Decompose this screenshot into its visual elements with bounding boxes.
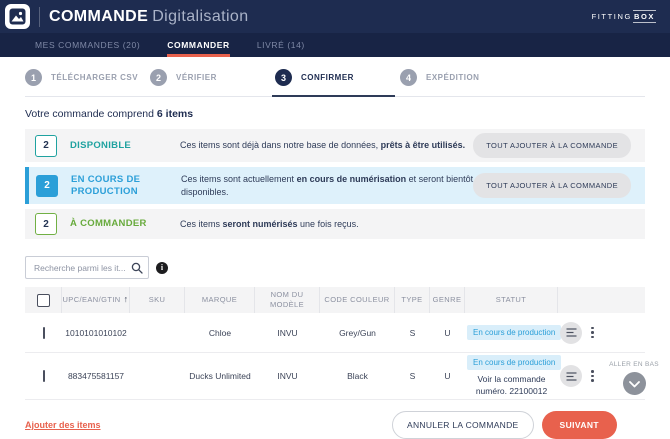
status-label: À COMMANDER [70,218,147,230]
search-input[interactable] [25,256,149,279]
checkbox-cell [25,326,62,339]
main-content: 1 TÉLÉCHARGER CSV 2 VÉRIFIER 3 CONFIRMER… [0,57,670,439]
status-label: DISPONIBLE [70,139,132,151]
status-badge: En cours de production [467,325,562,340]
order-link-text[interactable]: Voir la commande numéro. 22100012 [475,373,548,396]
count-badge: 2 [35,213,57,235]
column-header-actions [558,287,645,313]
step-number: 2 [150,69,167,86]
item-count: 6 items [156,108,194,120]
kebab-menu-icon[interactable] [589,325,596,341]
modele-cell: INVU [277,371,298,381]
step-label: TÉLÉCHARGER CSV [51,73,139,82]
select-all-checkbox[interactable] [36,293,50,307]
scroll-to-bottom-widget: ALLER EN BAS [609,361,659,395]
couleur-cell: Grey/Gun [339,327,376,338]
statut-cell: En cours de production Voir la commande … [465,354,562,398]
step-expedition[interactable]: 4 EXPÉDITION [400,69,525,86]
next-button[interactable]: SUIVANT [541,411,617,439]
search-box [25,256,149,279]
row-actions-button[interactable] [560,365,582,387]
type-cell: S [409,371,416,381]
step-number: 1 [25,69,42,86]
column-header-marque: MARQUE [185,287,255,313]
list-icon [566,369,577,384]
search-bar: i [25,256,645,279]
type-cell: S [409,327,416,338]
status-group-disponible: 2 DISPONIBLE Ces items sont déjà dans no… [25,129,645,162]
upc-cell: 883475581157 [67,371,125,381]
step-confirmer[interactable]: 3 CONFIRMER [272,69,400,97]
column-header-code-couleur: CODE COULEUR [320,287,395,313]
status-group-en-cours: 2 EN COURS DE PRODUCTION Ces items sont … [25,167,645,204]
app-logo[interactable] [5,4,30,29]
status-group-a-commander: 2 À COMMANDER Ces items seront numérisés… [25,209,645,239]
column-header-genre: GENRE [430,287,465,313]
tab-commander[interactable]: COMMANDER [167,33,230,57]
fittingbox-logo: FITTING BOX [591,10,656,23]
column-header-sku: SKU [130,287,185,313]
marque-cell: Chloe [208,327,232,338]
column-header-nom-du-modele: NOM DU MODÈLE [255,287,320,313]
statut-cell: En cours de production [465,325,562,340]
step-number: 3 [275,69,292,86]
main-nav: MES COMMANDES (20) COMMANDER LIVRÉ (14) [0,33,670,57]
table-row: 883475581157 Ducks Unlimited INVU Black … [25,353,645,400]
actions-cell [558,365,645,387]
info-icon[interactable]: i [156,261,168,274]
genre-cell: U [444,327,451,338]
table-row: 1010101010102 Chloe INVU Grey/Gun S U En… [25,313,645,353]
select-all-cell [25,287,62,313]
scroll-hint-label: ALLER EN BAS [609,361,659,368]
column-header-statut: STATUT [465,287,558,313]
step-label: EXPÉDITION [426,73,480,82]
add-all-disponible-button[interactable]: TOUT AJOUTER À LA COMMANDE [473,133,631,158]
status-description: Ces items sont actuellement en cours de … [181,173,474,197]
status-description: Ces items sont déjà dans notre base de d… [180,140,466,151]
step-verifier[interactable]: 2 VÉRIFIER [150,69,275,86]
chevron-down-icon [628,376,640,391]
column-header-type: TYPE [395,287,430,313]
marque-cell: Ducks Unlimited [189,371,251,381]
order-summary: Votre commande comprend 6 items [25,108,194,120]
status-label: EN COURS DE PRODUCTION [71,173,141,197]
tab-livre[interactable]: LIVRÉ (14) [256,39,305,50]
row-actions-button[interactable] [560,321,582,344]
add-all-en-cours-button[interactable]: TOUT AJOUTER À LA COMMANDE [473,173,631,198]
add-items-link[interactable]: Ajouter des items [25,420,101,430]
step-label: VÉRIFIER [176,73,217,82]
upc-cell: 1010101010102 [65,327,127,338]
row-checkbox[interactable] [42,326,45,339]
modele-cell: INVU [277,327,298,338]
table-header: UPC/EAN/GTIN ↑ SKU MARQUE NOM DU MODÈLE C… [25,287,645,313]
genre-cell: U [444,371,451,381]
footer-bar: Ajouter des items ANNULER LA COMMANDE SU… [25,411,645,439]
image-icon [9,8,26,25]
step-telecharger-csv[interactable]: 1 TÉLÉCHARGER CSV [25,69,150,86]
couleur-cell: Black [347,371,368,381]
kebab-menu-icon[interactable] [589,368,596,384]
step-label: CONFIRMER [301,73,354,82]
column-header-upc[interactable]: UPC/EAN/GTIN ↑ [62,287,130,313]
step-number: 4 [400,69,417,86]
page-title: COMMANDE Digitalisation [49,7,249,25]
app-header: COMMANDE Digitalisation FITTING BOX [0,0,670,33]
sort-ascending-icon: ↑ [123,294,129,305]
footer-buttons: ANNULER LA COMMANDE SUIVANT [392,411,617,439]
search-icon [131,261,143,279]
count-badge: 2 [36,174,58,197]
status-description: Ces items seront numérisés une fois reçu… [180,218,359,229]
actions-cell [558,321,645,344]
tab-mes-commandes[interactable]: MES COMMANDES (20) [35,39,141,50]
list-icon [566,325,577,340]
cancel-order-button[interactable]: ANNULER LA COMMANDE [392,411,534,439]
header-divider [39,6,40,27]
count-badge: 2 [35,134,57,157]
row-checkbox[interactable] [42,370,45,382]
status-badge: En cours de production [467,354,562,370]
scroll-down-button[interactable] [622,372,646,395]
order-stepper: 1 TÉLÉCHARGER CSV 2 VÉRIFIER 3 CONFIRMER… [25,57,645,97]
checkbox-cell [25,370,62,382]
